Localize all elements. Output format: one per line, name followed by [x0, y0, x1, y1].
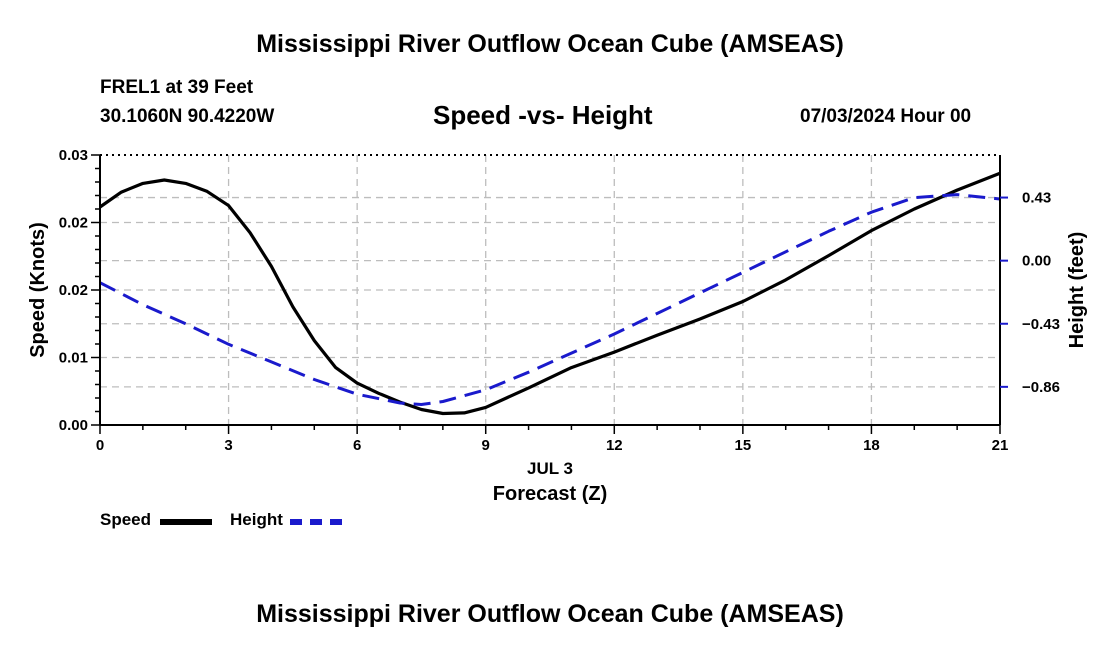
legend-speed-label: Speed	[100, 510, 152, 529]
x-tick-label: 6	[353, 437, 361, 454]
y2-axis-title: Height (feet)	[1066, 232, 1088, 349]
chart-title-repeat: Mississippi River Outflow Ocean Cube (AM…	[256, 600, 844, 628]
legend-height-swatch	[290, 519, 342, 525]
x-tick-label: 0	[96, 437, 104, 454]
forecast-datetime: 07/03/2024 Hour 00	[800, 106, 972, 127]
station-label: FREL1 at 39 Feet	[100, 77, 254, 98]
x-tick-label: 9	[482, 437, 490, 454]
legend-height-label: Height	[230, 510, 283, 529]
series-line-height	[99, 193, 1001, 406]
y-tick-label: 0.03	[59, 147, 88, 164]
x-tick-label: 15	[735, 437, 752, 454]
y-axis-title: Speed (Knots)	[27, 222, 49, 358]
y2-tick-label: −0.86	[1022, 379, 1060, 396]
x-tick-label: 18	[863, 437, 880, 454]
station-coordinates: 30.1060N 90.4220W	[100, 106, 275, 127]
legend-speed-swatch	[160, 519, 212, 525]
x-axis-title: Forecast (Z)	[493, 483, 607, 505]
x-tick-label: 12	[606, 437, 623, 454]
y2-tick-label: −0.43	[1022, 316, 1060, 333]
y-tick-label: 0.02	[59, 282, 88, 299]
series-line-speed	[99, 171, 1001, 416]
speed-height-chart: 0 3 6 9 12 15 18 21 0.00 0.01 0.02 0.02 0.03 0.43 0.00…	[27, 147, 1088, 505]
y-tick-label: 0.02	[59, 215, 88, 232]
grid-lines	[100, 155, 1000, 425]
tick-labels: 0 3 6 9 12 15 18 21 0.00 0.01 0.02 0.02 0.03 0.43 0.00…	[27, 147, 1088, 505]
y2-tick-label: 0.43	[1022, 190, 1051, 207]
chart-title: Mississippi River Outflow Ocean Cube (AM…	[256, 30, 844, 58]
chart-subtitle: Speed -vs- Height	[433, 100, 653, 130]
x-axis-date: JUL 3	[527, 459, 573, 478]
series-lines	[99, 171, 1001, 416]
y-tick-label: 0.00	[59, 417, 88, 434]
x-tick-label: 21	[992, 437, 1009, 454]
y-tick-label: 0.01	[59, 350, 88, 367]
y2-tick-label: 0.00	[1022, 253, 1051, 270]
axes	[91, 154, 1008, 434]
x-tick-label: 3	[224, 437, 232, 454]
